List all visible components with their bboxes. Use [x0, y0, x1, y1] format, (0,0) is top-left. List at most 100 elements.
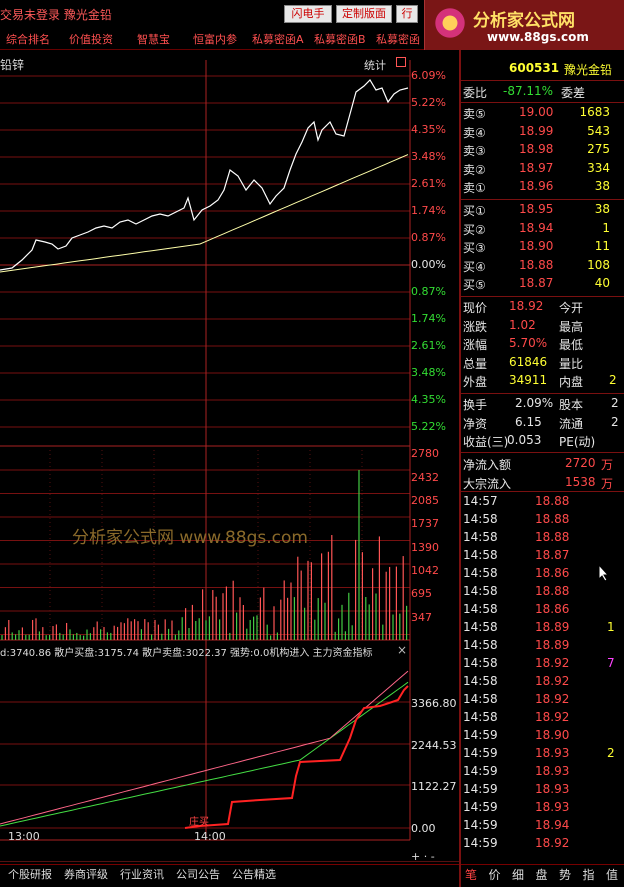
quote-stat-row: 外盘 34911 内盘 2: [461, 372, 624, 390]
menu-private-c[interactable]: 私募密函: [376, 33, 420, 46]
tick-price: 18.92: [535, 836, 570, 850]
stat-button[interactable]: 统计: [364, 59, 386, 72]
right-tab-3[interactable]: 盘: [535, 868, 548, 882]
volume-axis-label: 2780: [411, 447, 439, 460]
menu-wisdom[interactable]: 智慧宝: [137, 33, 170, 46]
indicator-axis-label: 2244.53: [411, 739, 457, 752]
menu-value-invest[interactable]: 价值投资: [69, 33, 113, 46]
tick-time: 14:58: [463, 566, 498, 580]
flow-label: 净流入额: [463, 458, 512, 472]
tick-time: 14:58: [463, 548, 498, 562]
tick-row: 14:58 18.92: [461, 673, 624, 691]
tick-price: 18.88: [535, 512, 570, 526]
intraday-chart[interactable]: [0, 50, 460, 862]
stat-value: 18.92: [509, 299, 544, 313]
fund-flow-row: 大宗流入 1538 万: [461, 474, 624, 492]
stat-label: 涨幅: [463, 338, 488, 352]
retail-buy-line: [0, 681, 409, 827]
tab-announcements[interactable]: 公司公告: [176, 868, 220, 881]
fundamental-row: 换手 2.09% 股本 2: [461, 395, 624, 413]
stat-value: 1.02: [509, 317, 536, 332]
right-tab-bar: [461, 864, 624, 887]
tab-selected-announcements[interactable]: 公告精选: [232, 868, 276, 881]
ask-volume: 334: [587, 160, 610, 175]
bid-price: 18.88: [519, 257, 554, 272]
right-tab-5[interactable]: 指: [582, 868, 595, 882]
right-tab-0[interactable]: 笔: [465, 868, 478, 882]
bid-price: 18.90: [519, 239, 554, 253]
indicator-axis-label: 3366.80: [411, 697, 457, 710]
tick-row: 14:59 18.94: [461, 817, 624, 835]
menu-ranking[interactable]: 综合排名: [6, 33, 50, 46]
order-ratio-row: 委比 -87.11% 委差: [461, 83, 624, 101]
ask-level-row: 卖① 18.96 38: [461, 178, 624, 196]
stat-value-2: 2: [611, 396, 619, 410]
flow-value: 1538: [565, 474, 596, 489]
bid-label: 买①: [463, 204, 486, 218]
stat-label-2: 股本: [559, 398, 584, 412]
stat-value: 34911: [509, 373, 548, 387]
ask-volume: 543: [587, 123, 610, 138]
zoom-controls[interactable]: + · -: [411, 850, 435, 863]
tick-price: 18.93: [535, 782, 570, 796]
right-tab-1[interactable]: 价: [488, 868, 501, 882]
menu-private-b[interactable]: 私募密函B: [314, 33, 366, 46]
tab-rating[interactable]: 券商评级: [64, 868, 108, 881]
bid-price: 18.94: [519, 220, 554, 235]
volume-axis-label: 1737: [411, 517, 439, 530]
ask-label: 卖②: [463, 162, 486, 177]
tick-row: 14:59 18.93 2: [461, 745, 624, 763]
flash-trade-button[interactable]: 闪电手: [284, 5, 332, 23]
divider: [461, 491, 624, 492]
axis-pct-label: 2.61%: [411, 339, 446, 352]
axis-pct-label: 0.87%: [411, 231, 446, 244]
stat-label: 换手: [463, 398, 488, 412]
tick-time: 14:58: [463, 530, 498, 544]
axis-pct-label: 6.09%: [411, 69, 446, 82]
tick-row: 14:58 18.92 7: [461, 655, 624, 673]
tick-price: 18.93: [535, 746, 570, 760]
stat-label: 外盘: [463, 375, 488, 389]
flow-unit: 万: [601, 476, 614, 491]
right-tab-4[interactable]: 势: [559, 868, 572, 882]
stat-label-2: 今开: [559, 301, 584, 315]
ask-price: 18.97: [519, 160, 554, 175]
tick-time: 14:57: [463, 494, 498, 508]
ask-price: 18.98: [519, 142, 554, 156]
bid-level-row: 买⑤ 18.87 40: [461, 275, 624, 293]
tick-time: 14:59: [463, 800, 498, 814]
ask-volume: 275: [587, 142, 610, 156]
chart-stock-name: 铅锌: [0, 58, 25, 72]
stat-label-2: PE(动): [559, 435, 596, 449]
axis-pct-label: 3.48%: [411, 150, 446, 163]
fund-flow-row: 净流入额 2720 万: [461, 455, 624, 473]
volume-bars: [1, 470, 408, 640]
tick-price: 18.93: [535, 764, 570, 778]
menu-insider[interactable]: 恒富内参: [193, 33, 237, 46]
axis-pct-label: 4.35%: [411, 123, 446, 136]
custom-layout-button[interactable]: 定制版面: [336, 5, 392, 23]
chart-grid: [0, 60, 460, 862]
stat-label-2: 最高: [559, 319, 584, 334]
menu-private-a[interactable]: 私募密函A: [252, 33, 304, 46]
stat-toggle-icon[interactable]: [396, 57, 406, 67]
tick-price: 18.94: [535, 818, 570, 832]
right-tab-6[interactable]: 值: [606, 868, 619, 882]
divider: [461, 80, 624, 81]
right-tab-2[interactable]: 细: [512, 868, 525, 882]
tick-row: 14:58 18.87: [461, 547, 624, 565]
axis-pct-label: 5.22%: [411, 420, 446, 433]
tab-research[interactable]: 个股研报: [8, 868, 52, 881]
time-label: 13:00: [8, 830, 40, 843]
ask-level-row: 卖② 18.97 334: [461, 160, 624, 178]
axis-pct-label: 0.87%: [411, 285, 446, 298]
tab-industry-news[interactable]: 行业资讯: [120, 868, 164, 881]
ask-price: 18.99: [519, 123, 554, 138]
more-button[interactable]: 行: [396, 5, 418, 23]
tick-row: 14:59 18.93: [461, 781, 624, 799]
tick-price: 18.87: [535, 548, 570, 562]
bid-price: 18.87: [519, 276, 554, 290]
bid-label: 买④: [463, 259, 486, 274]
axis-pct-label: 3.48%: [411, 366, 446, 379]
close-indicator-icon[interactable]: ×: [397, 643, 408, 657]
